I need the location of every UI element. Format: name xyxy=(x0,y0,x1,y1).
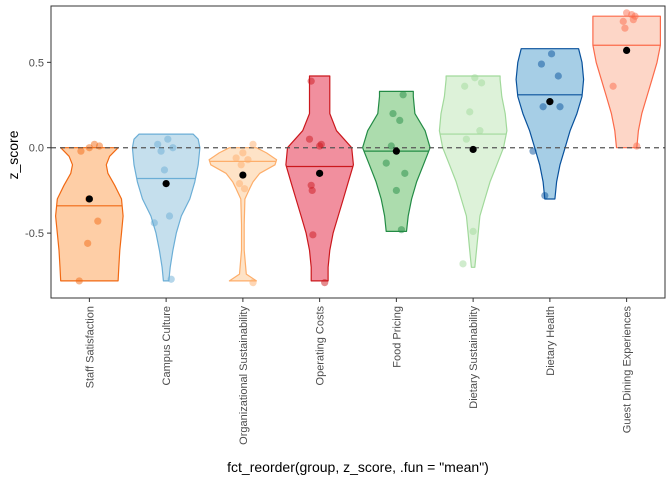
data-point xyxy=(537,60,546,68)
data-point xyxy=(94,217,102,225)
mean-point xyxy=(469,145,477,154)
data-point xyxy=(476,127,484,135)
data-point xyxy=(244,156,252,164)
data-point xyxy=(477,79,486,87)
data-point xyxy=(609,82,617,90)
data-point xyxy=(461,82,469,90)
x-tick-label: Food Pricing xyxy=(391,306,403,368)
data-point xyxy=(169,144,177,152)
data-point xyxy=(309,231,317,239)
data-point xyxy=(249,140,257,148)
data-point xyxy=(539,103,547,111)
mean-point xyxy=(316,169,324,177)
y-tick-label: -0.5 xyxy=(25,228,44,240)
mean-point xyxy=(162,179,170,188)
data-point xyxy=(308,186,316,195)
data-point xyxy=(389,109,397,118)
data-point xyxy=(529,147,537,155)
violin-shape xyxy=(438,75,508,268)
data-point xyxy=(471,74,479,82)
data-point xyxy=(307,77,315,85)
mean-point xyxy=(85,195,93,203)
data-point xyxy=(154,140,162,148)
plot-panel-border xyxy=(50,5,666,299)
data-point xyxy=(165,212,174,220)
data-point xyxy=(316,142,324,150)
data-point xyxy=(556,103,564,111)
data-point xyxy=(382,159,390,167)
data-point xyxy=(85,144,93,152)
data-point xyxy=(397,226,406,234)
data-point xyxy=(75,277,83,285)
data-point xyxy=(541,191,549,200)
data-point xyxy=(547,50,556,58)
y-tick-label: 0.5 xyxy=(29,57,44,69)
violin-shape xyxy=(592,15,661,149)
data-point xyxy=(633,142,641,150)
x-tick-label: Dietary Health xyxy=(545,306,557,376)
x-tick-label: Campus Culture xyxy=(161,306,173,385)
data-point xyxy=(232,154,240,162)
violin-shape xyxy=(208,147,278,282)
data-point xyxy=(305,135,314,143)
data-point xyxy=(399,91,407,99)
y-tick-label: 0.0 xyxy=(29,143,44,155)
data-point xyxy=(401,169,409,177)
violin-shape xyxy=(131,133,201,282)
data-point xyxy=(462,135,470,143)
x-tick-label: Guest Dining Experiences xyxy=(622,306,634,434)
x-tick-label: Organizational Sustainability xyxy=(238,306,250,445)
data-point xyxy=(396,116,404,125)
x-axis: Staff Satisfaction Campus Culture Organiza… xyxy=(84,298,634,445)
data-point xyxy=(239,149,247,157)
data-point xyxy=(164,135,172,143)
y-axis: -0.5 0.0 0.5 xyxy=(25,57,51,240)
data-point xyxy=(469,227,477,236)
data-point xyxy=(628,10,636,19)
data-point xyxy=(387,142,395,150)
x-tick-label: Dietary Sustainability xyxy=(468,306,480,409)
x-axis-label: fct_reorder(group, z_score, .fun = "mean… xyxy=(227,459,489,475)
data-point xyxy=(321,279,329,287)
data-point xyxy=(84,239,92,247)
x-tick-label: Staff Satisfaction xyxy=(84,306,96,388)
mean-point xyxy=(239,171,247,179)
data-point xyxy=(466,108,474,116)
data-point xyxy=(157,147,165,155)
data-point xyxy=(619,17,627,25)
data-point xyxy=(237,161,245,169)
data-point xyxy=(554,72,562,80)
data-point xyxy=(621,24,629,32)
mean-point xyxy=(623,46,631,54)
violin-shape xyxy=(515,48,585,200)
data-point xyxy=(77,147,85,155)
data-point xyxy=(392,186,400,195)
y-axis-label: z_score xyxy=(5,130,21,179)
data-point xyxy=(240,185,249,193)
points-layer xyxy=(75,9,641,287)
mean-point xyxy=(392,147,400,155)
data-point xyxy=(459,260,467,268)
data-point xyxy=(235,179,244,188)
mean-point xyxy=(546,98,554,106)
data-point xyxy=(249,279,257,287)
violin-shape xyxy=(285,75,354,282)
data-point xyxy=(150,219,158,227)
x-tick-label: Operating Costs xyxy=(315,306,327,386)
violin-shape xyxy=(362,90,431,232)
data-point xyxy=(160,166,169,174)
data-point xyxy=(167,275,175,283)
data-point xyxy=(95,142,104,150)
